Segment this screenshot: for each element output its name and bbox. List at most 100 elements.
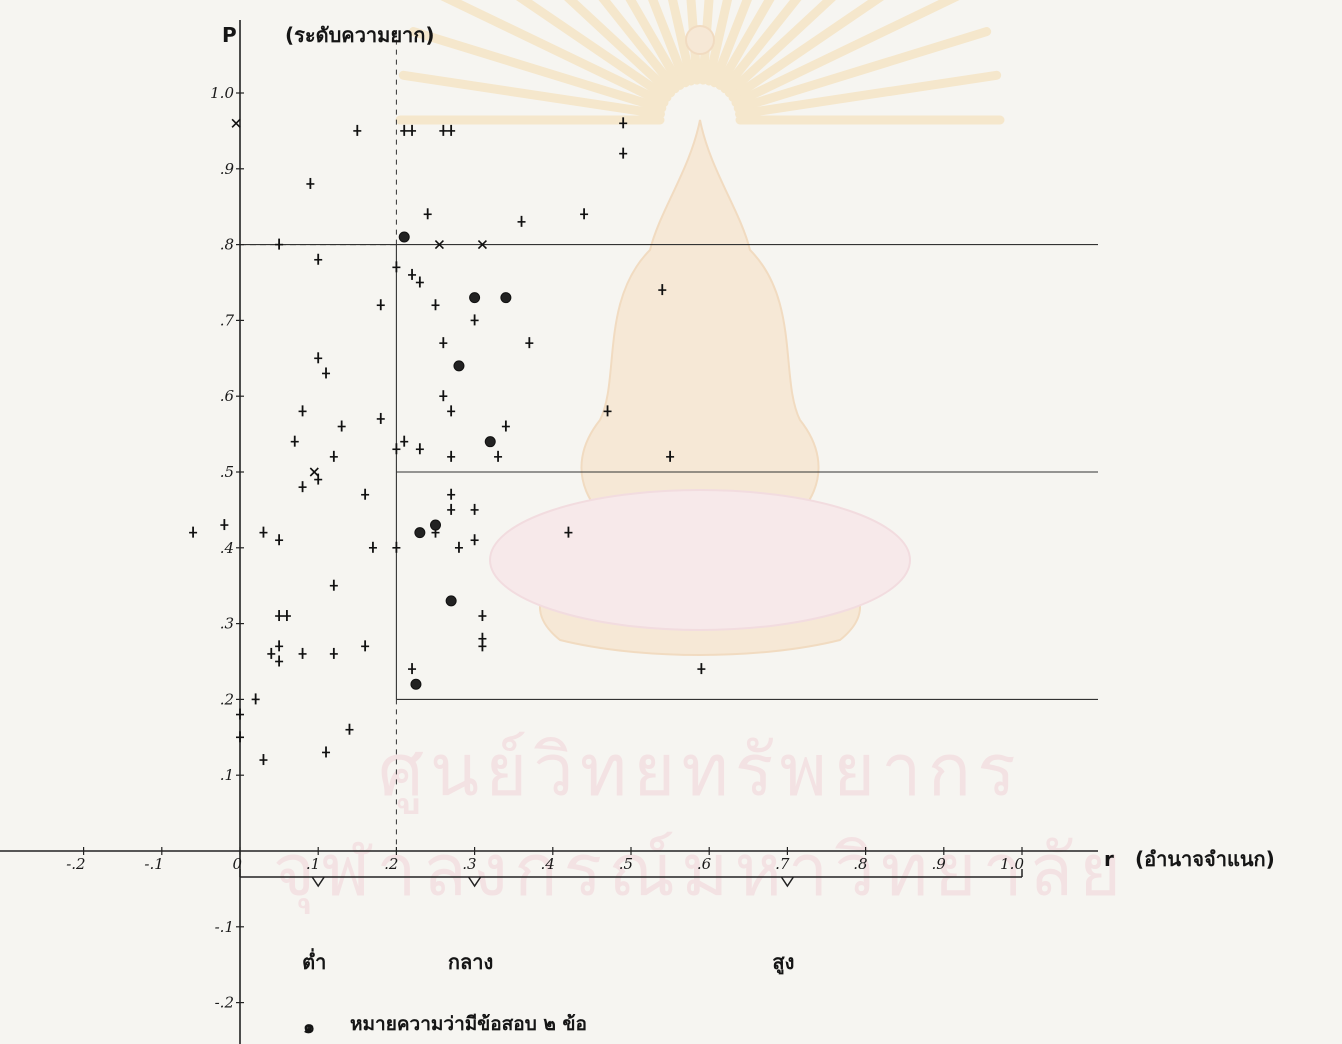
data-point-plus: [447, 405, 456, 417]
x-tick-label: .7: [775, 855, 790, 873]
data-point-plus: [275, 534, 284, 546]
seal-ray: [440, 0, 669, 108]
data-point-plus: [236, 708, 244, 720]
y-tick-label: -.2: [215, 994, 234, 1012]
seal-rays: [395, 0, 1005, 125]
data-point-plus: [415, 443, 424, 455]
data-point-plus: [282, 610, 291, 622]
x-tick-label: .9: [931, 855, 946, 873]
data-point-plus: [329, 579, 338, 591]
y-tick-label: .2: [220, 690, 234, 708]
data-point-plus: [298, 405, 307, 417]
data-point-plus: [517, 215, 526, 227]
x-tick-label: -.1: [144, 855, 163, 873]
data-point-plus: [329, 647, 338, 659]
data-point-plus: [361, 640, 370, 652]
seal-ray: [408, 27, 667, 113]
data-point-plus: [275, 640, 284, 652]
data-point-plus: [447, 124, 456, 136]
y-tick-label: .7: [220, 311, 235, 329]
group-bracket-notch: [780, 876, 795, 888]
seal-ray: [731, 0, 960, 108]
seal-ray: [728, 0, 884, 102]
x-tick-label: .3: [462, 855, 476, 873]
data-point-cross: [231, 118, 241, 128]
x-tick-label: .1: [306, 855, 320, 873]
group-bracket-notch: [311, 876, 325, 888]
x-tick-label: .8: [853, 855, 867, 873]
seal-ray: [715, 0, 775, 90]
data-point-double: [398, 231, 410, 243]
y-axis-symbol: P: [222, 23, 237, 47]
x-axis-symbol: r: [1104, 847, 1114, 871]
data-point-plus: [236, 731, 244, 743]
data-points: [189, 117, 706, 766]
discrimination-groups: ต่ำ กลาง สูง: [239, 869, 1023, 976]
data-point-plus: [470, 314, 479, 326]
data-point-plus: [525, 337, 534, 349]
group-label: กลาง: [448, 950, 493, 974]
seal-cushion: [489, 489, 911, 631]
data-point-plus: [353, 124, 362, 136]
data-point-plus: [298, 647, 307, 659]
data-point-plus: [259, 754, 268, 766]
data-point-plus: [439, 337, 448, 349]
data-point-plus: [494, 450, 503, 462]
data-point-plus: [447, 488, 456, 500]
data-point-plus: [423, 208, 432, 220]
seal-ray: [724, 0, 836, 98]
data-point-plus: [439, 390, 448, 402]
watermark-line-1: ศูนย์วิทยทรัพยากร: [378, 728, 1022, 814]
data-point-plus: [368, 541, 377, 553]
data-point-plus: [275, 655, 284, 667]
data-point-double: [469, 292, 481, 304]
data-point-plus: [470, 534, 479, 546]
data-point-plus: [439, 124, 448, 136]
seal-top: [685, 25, 715, 55]
data-point-plus: [400, 124, 409, 136]
data-point-plus: [314, 352, 323, 364]
seal-ray: [704, 0, 733, 86]
data-point-plus: [697, 663, 706, 675]
data-point-plus: [220, 519, 229, 531]
data-point-double: [484, 436, 496, 448]
data-point-plus: [580, 208, 589, 220]
data-point-plus: [478, 640, 487, 652]
data-point-plus: [376, 299, 385, 311]
seal-watermark: ศูนย์วิทยทรัพยากร จุฬาลงกรณ์มหาวิทยาลัย: [273, 0, 1121, 914]
data-point-plus: [251, 693, 260, 705]
x-tick-label: 0: [232, 855, 242, 873]
seal-ray: [516, 0, 672, 102]
y-axis-title: (ระดับความยาก): [285, 23, 435, 47]
data-point-double: [453, 360, 465, 372]
x-tick-label: .5: [619, 855, 633, 873]
data-point-plus: [447, 503, 456, 515]
y-tick-label: 1.0: [210, 84, 234, 102]
data-point-plus: [259, 526, 268, 538]
data-point-plus: [345, 723, 354, 735]
y-tick-label: .1: [220, 766, 234, 784]
group-bracket-notch: [467, 876, 482, 888]
x-tick-label: -.2: [66, 855, 85, 873]
data-point-plus: [267, 647, 276, 659]
data-point-plus: [322, 746, 331, 758]
data-point-plus: [431, 299, 440, 311]
data-point-plus: [619, 117, 628, 129]
data-point-plus: [275, 238, 284, 250]
data-point-plus: [400, 435, 409, 447]
x-tick-label: .2: [384, 855, 398, 873]
data-point-cross: [309, 467, 319, 477]
seal-ray: [564, 0, 676, 98]
legend-symbol: ๑: [303, 1016, 315, 1038]
data-point-plus: [322, 367, 331, 379]
seal-ray: [598, 0, 680, 94]
data-point-double: [410, 678, 422, 690]
cross-stroke: [309, 467, 319, 477]
data-point-plus: [392, 541, 401, 553]
data-point-plus: [408, 663, 417, 675]
data-point-plus: [392, 443, 401, 455]
y-tick-label: .9: [220, 160, 235, 178]
data-point-plus: [564, 526, 573, 538]
data-point-plus: [408, 124, 417, 136]
